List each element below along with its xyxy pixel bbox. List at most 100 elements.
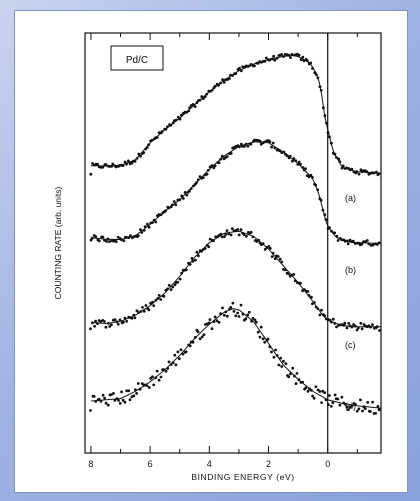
data-point <box>167 206 171 210</box>
data-point <box>196 330 200 334</box>
data-point <box>266 337 270 341</box>
data-point <box>256 330 260 334</box>
data-point <box>229 233 233 237</box>
data-point <box>232 309 236 313</box>
data-point <box>302 59 306 63</box>
data-point <box>287 375 291 379</box>
x-tick-label: 2 <box>266 459 271 469</box>
data-point <box>184 268 188 272</box>
data-point <box>230 227 234 231</box>
data-point <box>137 311 141 314</box>
data-point <box>330 229 333 233</box>
data-point <box>299 58 303 62</box>
data-point <box>236 228 240 231</box>
data-point <box>221 306 224 310</box>
data-point <box>108 325 112 328</box>
x-tick-label: 8 <box>88 459 93 469</box>
data-point <box>141 306 144 309</box>
data-point <box>123 316 127 320</box>
data-point <box>330 320 333 324</box>
data-point <box>217 83 221 87</box>
data-point <box>246 313 250 317</box>
data-point <box>350 167 354 171</box>
x-axis-label: BINDING ENERGY (eV) <box>191 472 294 482</box>
data-point <box>292 273 296 276</box>
figure-frame: Pd/C 8 6 4 2 0 BINDING ENERGY (eV) COUNTING RA… <box>14 10 408 493</box>
data-point <box>173 353 177 357</box>
data-point <box>193 105 197 108</box>
data-point <box>362 240 365 244</box>
data-point <box>135 309 139 313</box>
data-point <box>215 319 219 323</box>
data-point <box>245 234 248 238</box>
data-point <box>254 138 258 142</box>
data-point <box>169 123 173 127</box>
data-point <box>152 383 156 387</box>
data-point <box>270 145 273 149</box>
data-point <box>136 234 140 238</box>
data-point <box>130 161 134 165</box>
data-point <box>307 175 311 179</box>
data-point <box>347 408 350 411</box>
data-point <box>304 167 307 171</box>
data-point <box>94 400 98 403</box>
data-point <box>333 231 336 235</box>
data-point <box>180 271 184 275</box>
data-point <box>206 168 210 172</box>
data-point <box>311 302 314 306</box>
data-point <box>112 392 115 395</box>
data-point <box>208 237 212 241</box>
data-point <box>196 178 200 182</box>
data-point <box>246 144 250 148</box>
data-point <box>250 319 254 323</box>
data-point <box>151 375 154 379</box>
data-point <box>275 354 279 357</box>
data-point <box>191 103 195 106</box>
data-point <box>234 314 238 318</box>
data-point <box>176 350 180 354</box>
data-point <box>133 159 137 163</box>
data-point <box>333 152 337 156</box>
data-point <box>117 399 120 402</box>
data-point <box>121 398 125 402</box>
data-point <box>320 401 323 404</box>
data-point <box>279 356 283 360</box>
data-point <box>338 323 342 327</box>
data-point <box>294 382 298 385</box>
data-point <box>103 396 106 400</box>
data-point <box>89 409 92 412</box>
data-point <box>247 310 251 314</box>
data-point <box>171 121 175 125</box>
data-point <box>376 405 380 408</box>
data-point <box>104 163 108 166</box>
data-point <box>92 395 96 398</box>
data-point <box>282 359 285 363</box>
data-point <box>136 382 140 385</box>
data-point <box>274 348 277 352</box>
data-point <box>106 237 110 241</box>
data-point <box>135 157 139 160</box>
data-point <box>203 95 207 98</box>
data-point <box>335 156 338 159</box>
data-point <box>351 239 355 243</box>
data-point <box>254 320 258 324</box>
data-point <box>147 386 151 389</box>
data-point <box>333 322 337 325</box>
data-point <box>318 390 322 393</box>
data-point <box>318 313 322 317</box>
data-point <box>180 113 183 117</box>
data-point <box>340 166 344 170</box>
data-point <box>132 394 136 398</box>
data-point <box>314 305 318 309</box>
data-point <box>291 159 294 163</box>
data-point <box>309 388 313 392</box>
data-point <box>301 55 305 59</box>
data-point <box>231 301 235 305</box>
data-point <box>347 322 351 325</box>
data-point <box>288 274 292 278</box>
series-label: (b) <box>345 265 356 275</box>
data-point <box>152 218 156 222</box>
data-point <box>111 162 115 166</box>
data-point <box>237 233 241 237</box>
data-point <box>222 313 226 317</box>
